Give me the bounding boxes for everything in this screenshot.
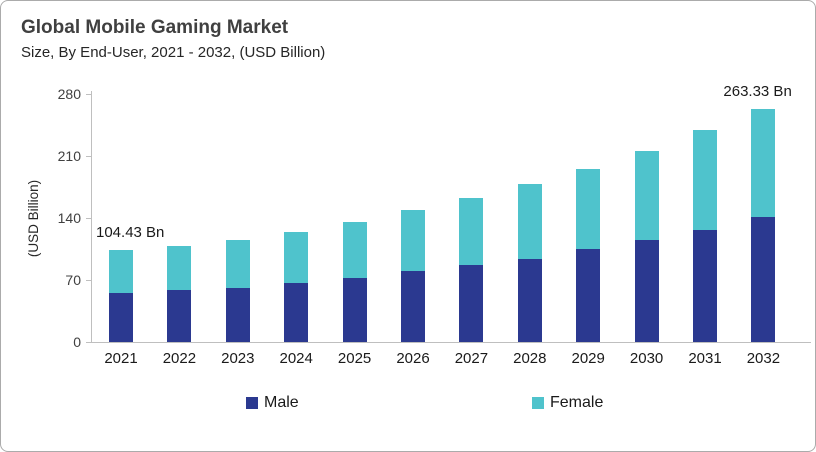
bar-2032-male [751, 217, 776, 342]
bar-2029-male [576, 249, 601, 342]
legend-item-male: Male [246, 394, 299, 412]
y-tick-mark-140 [86, 218, 91, 219]
x-label-2023: 2023 [221, 350, 255, 367]
value-label-2021: 104.43 Bn [96, 223, 165, 241]
bar-2032-female [751, 108, 776, 218]
bar-2023-male [225, 287, 250, 342]
bar-2022-female [167, 245, 192, 291]
y-axis-title-text: (USD Billion) [26, 179, 42, 257]
legend-label-male: Male [264, 394, 299, 411]
bar-2029-female [576, 168, 601, 250]
x-label-2025: 2025 [337, 350, 372, 367]
x-label-2022: 2022 [162, 350, 197, 367]
x-axis-line [91, 342, 811, 343]
chart-title: Global Mobile Gaming Market [21, 17, 289, 38]
y-tick-mark-0 [86, 342, 91, 343]
bar-2028-female [517, 184, 542, 259]
legend-swatch-male [246, 397, 258, 409]
legend-item-female: Female [532, 394, 603, 412]
x-label-2024: 2024 [279, 350, 313, 367]
bar-2021-male [109, 292, 133, 342]
bar-2024-male [284, 282, 309, 342]
y-tick-label-0: 0 [73, 334, 81, 350]
y-tick-label-280: 280 [57, 86, 81, 102]
x-label-2027: 2027 [454, 350, 489, 367]
x-label-2026: 2026 [396, 350, 430, 367]
y-tick-mark-210 [86, 156, 91, 157]
plot-area: 0 70 140 210 280 2021 2022 2023 2024 2025 2026 2027… [58, 83, 811, 367]
y-tick-mark-280 [86, 94, 91, 95]
bar-2031-female [693, 130, 717, 230]
x-label-2021: 2021 [104, 350, 138, 367]
x-label-2032: 2032 [746, 350, 781, 367]
bar-2022-male [167, 290, 192, 342]
value-label-2032: 263.33 Bn [723, 82, 792, 100]
x-label-2028: 2028 [513, 350, 547, 367]
bar-2027-female [459, 198, 484, 266]
bar-2025-female [342, 221, 367, 278]
bar-2031-male [693, 229, 717, 342]
bar-2026-female [401, 210, 425, 272]
bar-2024-female [284, 231, 309, 283]
bar-2030-male [634, 240, 659, 342]
legend: Male Female [1, 394, 815, 420]
bar-2021-female [109, 249, 133, 293]
bar-2025-male [342, 277, 367, 342]
legend-swatch-female [532, 397, 544, 409]
bar-2027-male [459, 265, 484, 342]
y-axis-line [91, 91, 92, 342]
x-label-2030: 2030 [629, 350, 664, 367]
x-label-2031: 2031 [688, 350, 722, 367]
y-tick-label-210: 210 [57, 148, 81, 164]
y-tick-label-140: 140 [57, 210, 81, 226]
bar-2030-female [634, 151, 659, 241]
bar-2023-female [225, 239, 250, 288]
y-tick-label-70: 70 [65, 272, 81, 288]
bar-2028-male [517, 258, 542, 342]
chart-subtitle: Size, By End-User, 2021 - 2032, (USD Bil… [21, 44, 326, 61]
y-tick-mark-70 [86, 280, 91, 281]
legend-label-female: Female [550, 394, 604, 411]
x-label-2029: 2029 [571, 350, 605, 367]
bar-2026-male [401, 271, 425, 342]
